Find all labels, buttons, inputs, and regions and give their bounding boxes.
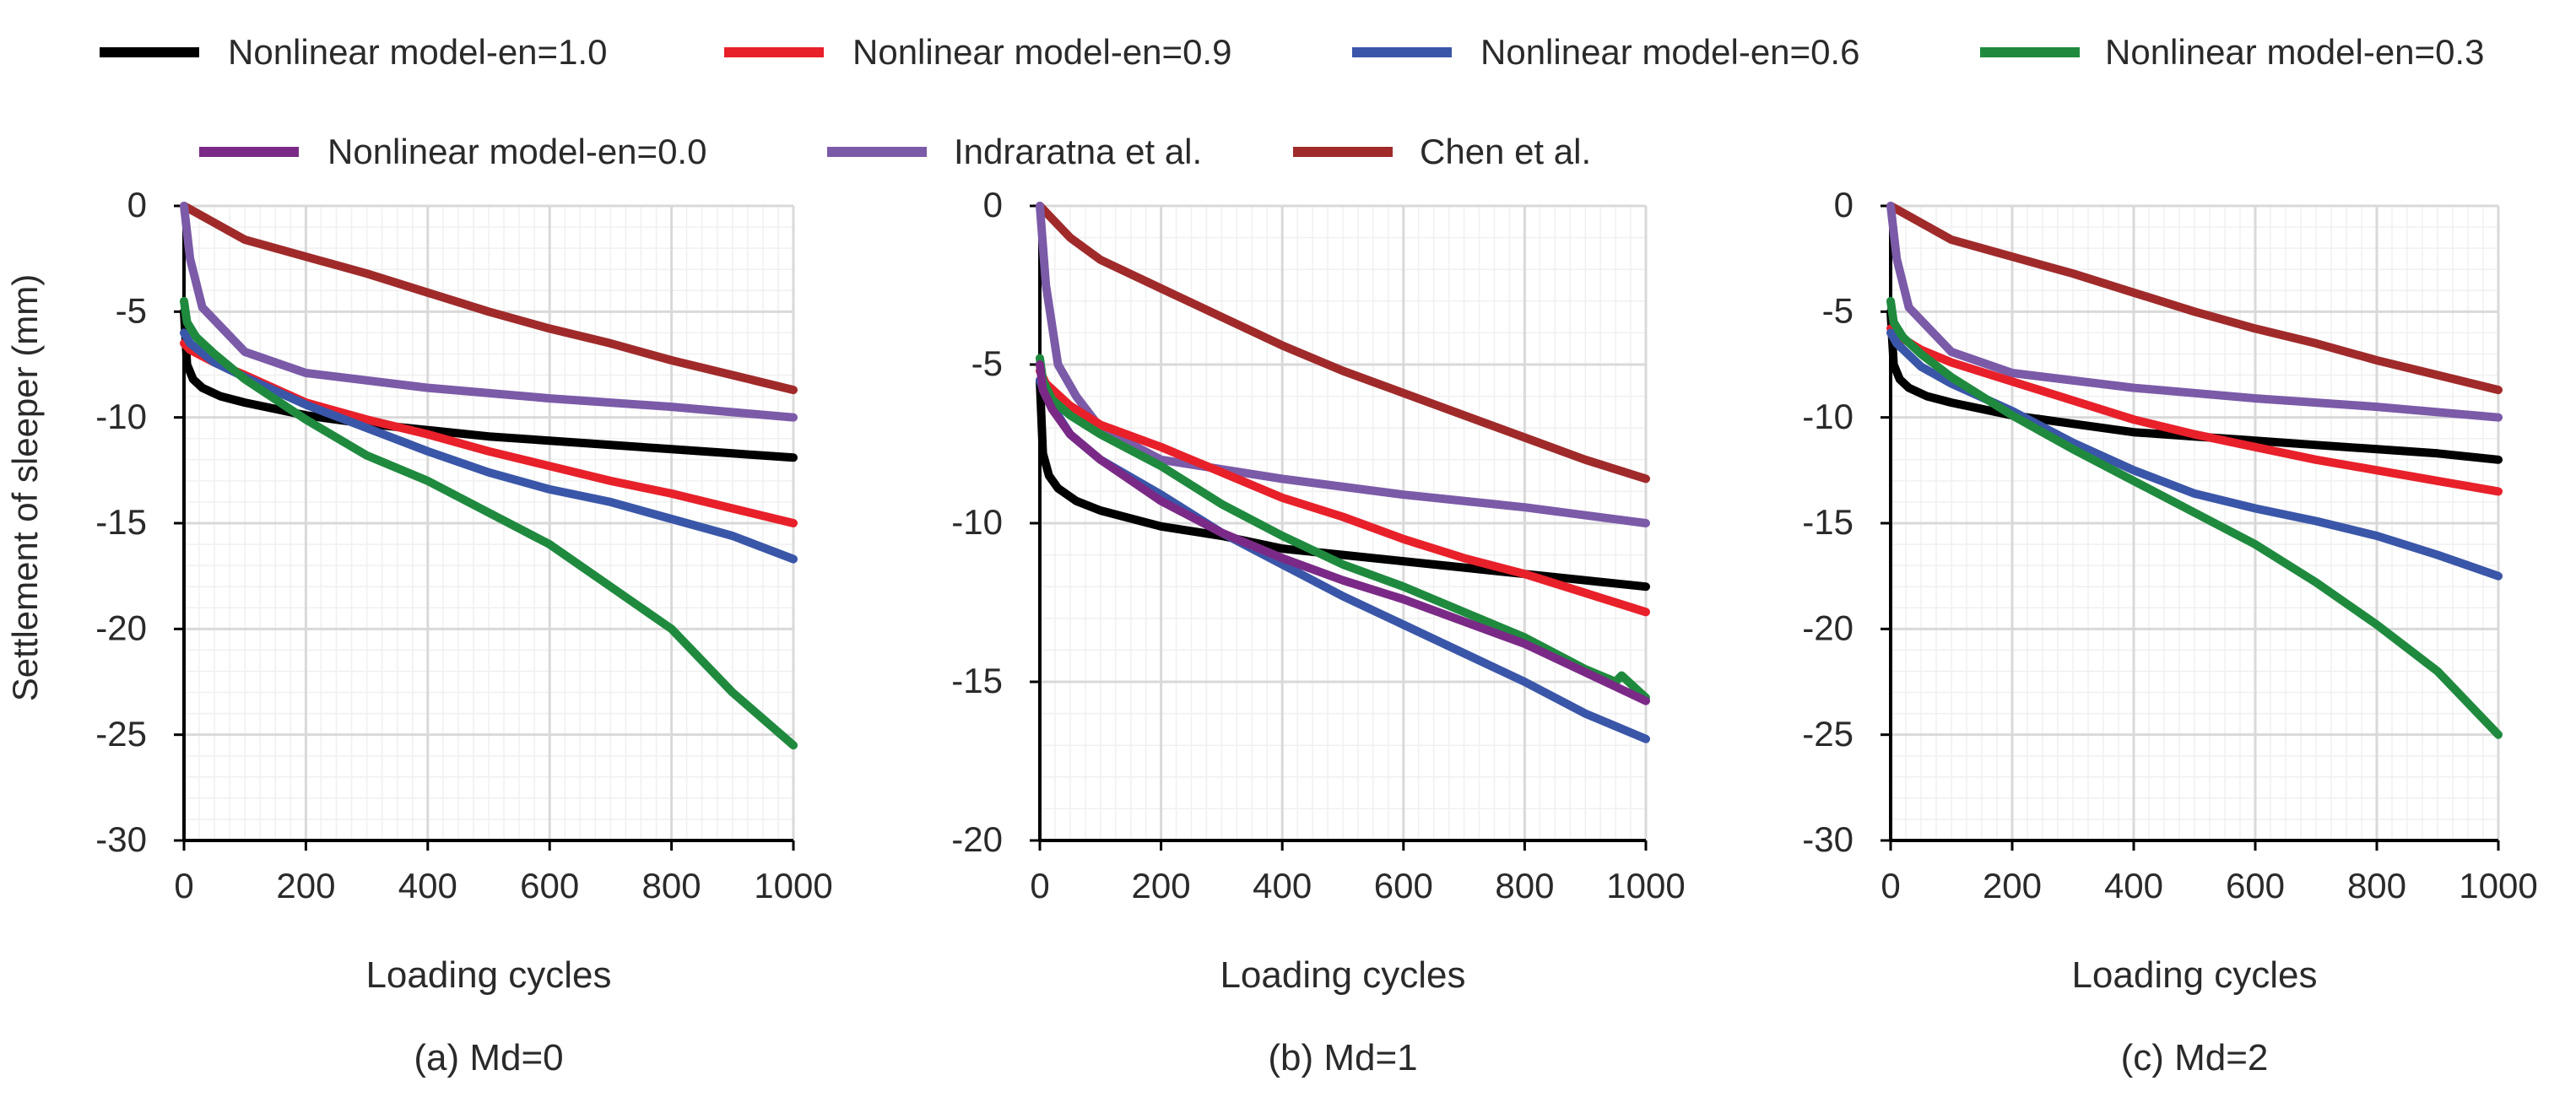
- y-tick-label: -10: [95, 397, 147, 436]
- y-tick-label: -30: [1802, 819, 1854, 859]
- legend-label: Indraratna et al.: [954, 132, 1202, 171]
- subplot-title: (a) Md=0: [414, 1037, 563, 1078]
- x-tick-label: 800: [2347, 866, 2406, 905]
- series-line: [1886, 296, 2503, 739]
- x-tick-label: 1000: [754, 866, 832, 905]
- y-tick-label: -15: [1802, 502, 1854, 542]
- x-tick-label: 800: [1495, 866, 1554, 905]
- x-tick-label: 0: [174, 866, 193, 905]
- y-tick-label: -5: [1822, 290, 1854, 330]
- legend-entry: Chen et al.: [1293, 132, 1591, 171]
- legend-entry: Nonlinear model-en=0.3: [1980, 32, 2484, 72]
- x-tick-label: 1000: [2459, 866, 2537, 905]
- series-line: [180, 202, 798, 422]
- series-line: [1036, 202, 1650, 484]
- chart-panel: 0 200 400 600 800 1000 0 -5 -10 -15 -20 -25 -30 Loadi…: [1802, 185, 2537, 1078]
- legend: Nonlinear model-en=1.0 Nonlinear model-en…: [100, 32, 2484, 171]
- x-tick-label: 0: [1030, 866, 1049, 905]
- series-line: [180, 202, 798, 395]
- chart-panels: 0 200 400 600 800 1000 0 -5 -10 -15 -20 -25 -30 Loadi…: [95, 185, 2537, 1078]
- series-line: [1036, 202, 1650, 527]
- x-tick-label: 200: [1132, 866, 1191, 905]
- y-tick-label: -10: [951, 502, 1003, 542]
- chart-panel: 0 200 400 600 800 1000 0 -5 -10 -15 -20 Loading cyc…: [951, 185, 1685, 1078]
- y-tick-label: -20: [1802, 608, 1854, 647]
- x-tick-label: 200: [276, 866, 335, 905]
- series-line: [1036, 366, 1650, 617]
- x-tick-label: 600: [2226, 866, 2285, 905]
- series-line: [1036, 360, 1650, 705]
- chart-panel: 0 200 400 600 800 1000 0 -5 -10 -15 -20 -25 -30 Loadi…: [95, 185, 832, 1078]
- x-tick-label: 400: [398, 866, 457, 905]
- y-tick-label: -10: [1802, 397, 1854, 436]
- y-tick-label: -20: [95, 608, 147, 647]
- legend-label: Nonlinear model-en=0.0: [327, 132, 706, 171]
- series-line: [1886, 328, 2503, 581]
- legend-entry: Nonlinear model-en=0.9: [724, 32, 1231, 72]
- y-tick-label: 0: [983, 185, 1003, 224]
- y-tick-label: -25: [95, 714, 147, 754]
- x-axis-label: Loading cycles: [365, 954, 611, 996]
- x-tick-label: 400: [1253, 866, 1312, 905]
- x-tick-label: 400: [2104, 866, 2163, 905]
- legend-entry: Indraratna et al.: [827, 132, 1202, 171]
- legend-entry: Nonlinear model-en=0.0: [199, 132, 706, 171]
- x-tick-label: 200: [1983, 866, 2042, 905]
- legend-label: Chen et al.: [1420, 132, 1591, 171]
- x-axis-label: Loading cycles: [2071, 954, 2317, 996]
- y-tick-label: -15: [951, 661, 1003, 700]
- series-line: [1886, 202, 2503, 422]
- x-axis-label: Loading cycles: [1220, 954, 1465, 996]
- x-tick-label: 600: [520, 866, 579, 905]
- y-tick-label: -15: [95, 502, 147, 542]
- legend-label: Nonlinear model-en=0.3: [2105, 32, 2484, 72]
- y-tick-label: -5: [971, 343, 1003, 383]
- y-axis-label: Settlement of sleeper (mm): [5, 274, 45, 702]
- x-tick-label: 600: [1374, 866, 1433, 905]
- subplot-title: (c) Md=2: [2121, 1037, 2269, 1078]
- x-tick-label: 0: [1881, 866, 1900, 905]
- series-line: [180, 328, 798, 564]
- y-tick-label: -25: [1802, 714, 1854, 754]
- y-tick-label: -20: [951, 819, 1003, 859]
- series-line: [1886, 202, 2503, 395]
- legend-label: Nonlinear model-en=1.0: [228, 32, 607, 72]
- series-line: [1886, 307, 2503, 464]
- y-tick-label: 0: [1834, 185, 1854, 224]
- legend-entry: Nonlinear model-en=1.0: [100, 32, 607, 72]
- x-tick-label: 1000: [1606, 866, 1685, 905]
- legend-entry: Nonlinear model-en=0.6: [1352, 32, 1859, 72]
- legend-label: Nonlinear model-en=0.6: [1480, 32, 1859, 72]
- series-line: [180, 296, 798, 750]
- subplot-title: (b) Md=1: [1268, 1037, 1417, 1078]
- y-tick-label: 0: [127, 185, 147, 224]
- y-tick-label: -30: [95, 819, 147, 859]
- x-tick-label: 800: [642, 866, 701, 905]
- legend-label: Nonlinear model-en=0.9: [852, 32, 1231, 72]
- y-tick-label: -5: [116, 290, 147, 330]
